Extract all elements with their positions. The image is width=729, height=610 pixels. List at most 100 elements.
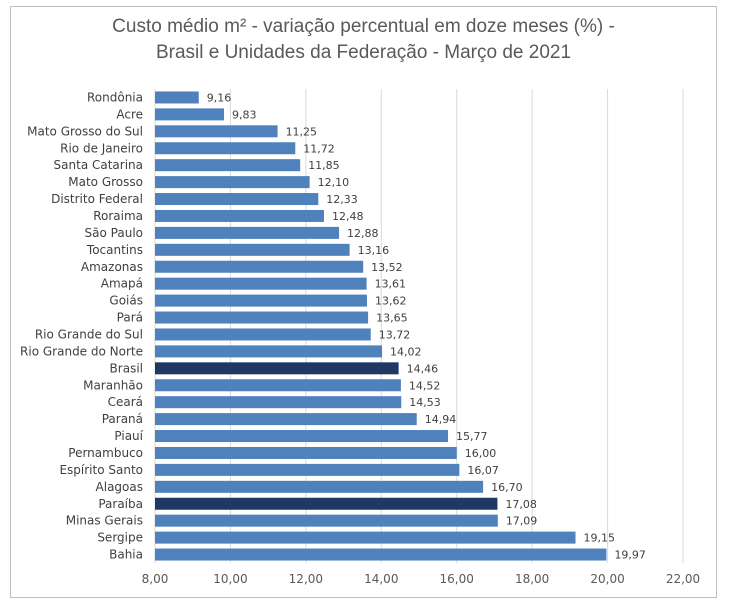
category-label: Maranhão <box>83 378 143 392</box>
category-label: Sergipe <box>97 531 143 545</box>
bar <box>155 159 301 172</box>
bar <box>155 430 449 443</box>
data-label: 11,72 <box>303 142 335 155</box>
category-label: Tocantins <box>86 243 143 257</box>
x-tick-label: 8,00 <box>142 572 169 586</box>
data-label: 13,65 <box>376 312 408 325</box>
category-label: Mato Grosso <box>68 175 143 189</box>
bar <box>155 362 399 375</box>
category-label: Bahia <box>109 548 143 562</box>
data-label: 13,62 <box>375 295 407 308</box>
data-label: 16,07 <box>467 464 499 477</box>
bar <box>155 294 367 307</box>
bar <box>155 446 457 459</box>
data-label: 14,53 <box>409 396 441 409</box>
data-label: 19,15 <box>584 532 616 545</box>
bar <box>155 531 576 544</box>
data-label: 13,52 <box>371 261 403 274</box>
bar <box>155 514 498 527</box>
bar <box>155 497 498 510</box>
x-tick-label: 14,00 <box>364 572 398 586</box>
chart-title-line-1: Custo médio m² - variação percentual em … <box>112 16 615 37</box>
category-label: Pernambuco <box>68 446 143 460</box>
bar <box>155 226 340 239</box>
bar <box>155 277 367 290</box>
category-label: Paraná <box>102 412 143 426</box>
category-label: Mato Grosso do Sul <box>27 124 143 138</box>
category-label: Minas Gerais <box>66 514 143 528</box>
category-label: Rio de Janeiro <box>60 141 143 155</box>
data-label: 12,48 <box>332 210 364 223</box>
data-label: 12,88 <box>347 227 379 240</box>
category-label: Pará <box>117 311 143 325</box>
chart-title-line-2: Brasil e Unidades da Federação - Março d… <box>155 42 572 63</box>
data-label: 11,25 <box>286 125 318 138</box>
data-label: 14,52 <box>409 379 441 392</box>
category-label: Brasil <box>110 361 143 375</box>
data-label: 16,00 <box>465 447 497 460</box>
x-tick-label: 20,00 <box>590 572 624 586</box>
data-label: 9,83 <box>232 108 257 121</box>
category-label: Espírito Santo <box>59 463 143 477</box>
data-label: 14,94 <box>425 413 457 426</box>
bar <box>155 125 278 138</box>
x-axis-tick-labels: 8,00 10,00 12,00 14,00 16,00 18,00 20,00 22,00 <box>142 572 701 586</box>
data-label: 14,46 <box>407 362 439 375</box>
data-label: 11,85 <box>308 159 340 172</box>
category-label: Amapá <box>101 277 143 291</box>
bar <box>155 176 310 189</box>
category-label: Amazonas <box>81 260 143 274</box>
bar <box>155 413 417 426</box>
x-tick-label: 18,00 <box>515 572 549 586</box>
category-label: Rio Grande do Sul <box>35 327 143 341</box>
category-label: Santa Catarina <box>54 158 143 172</box>
category-label: Distrito Federal <box>51 192 143 206</box>
bar <box>155 328 371 341</box>
category-label: Piauí <box>114 429 143 443</box>
bar <box>155 396 402 409</box>
bar <box>155 260 364 273</box>
data-label: 15,77 <box>456 430 488 443</box>
data-label: 12,33 <box>326 193 358 206</box>
data-label: 16,70 <box>491 481 522 494</box>
data-labels: 9,169,83 11,25 11,72 11,85 12,10 12,33 12,48 12… <box>207 91 646 561</box>
bar <box>155 345 383 358</box>
x-tick-label: 22,00 <box>666 572 700 586</box>
x-tick-label: 12,00 <box>289 572 323 586</box>
bar <box>155 142 296 155</box>
category-labels: Rondônia Acre Mato Grosso do Sul Rio de Jan… <box>20 90 144 561</box>
category-label: Goiás <box>109 294 143 308</box>
category-label: Ceará <box>108 395 143 409</box>
bar <box>155 548 607 561</box>
data-label: 17,09 <box>506 515 538 528</box>
data-label: 13,16 <box>358 244 390 257</box>
bar <box>155 311 369 324</box>
category-label: Roraima <box>93 209 143 223</box>
data-label: 19,97 <box>614 549 646 562</box>
bar <box>155 379 401 392</box>
bar <box>155 209 324 222</box>
category-label: Rondônia <box>87 90 143 104</box>
category-label: Alagoas <box>96 480 143 494</box>
bar <box>155 463 460 476</box>
data-label: 13,61 <box>375 278 407 291</box>
category-label: Acre <box>116 107 143 121</box>
x-tick-label: 10,00 <box>213 572 247 586</box>
bar <box>155 91 199 104</box>
bar <box>155 243 350 256</box>
data-label: 17,08 <box>505 498 536 511</box>
bar <box>155 108 225 121</box>
chart-title: Custo médio m² - variação percentual em … <box>10 14 717 66</box>
category-label: São Paulo <box>85 226 143 240</box>
category-label: Paraíba <box>98 497 143 511</box>
category-label: Rio Grande do Norte <box>20 344 143 358</box>
bar <box>155 480 484 493</box>
data-label: 13,72 <box>379 328 411 341</box>
x-tick-label: 16,00 <box>440 572 474 586</box>
bars <box>155 91 607 561</box>
data-label: 9,16 <box>207 91 232 104</box>
bar <box>155 193 319 206</box>
data-label: 12,10 <box>318 176 350 189</box>
data-label: 14,02 <box>390 345 422 358</box>
